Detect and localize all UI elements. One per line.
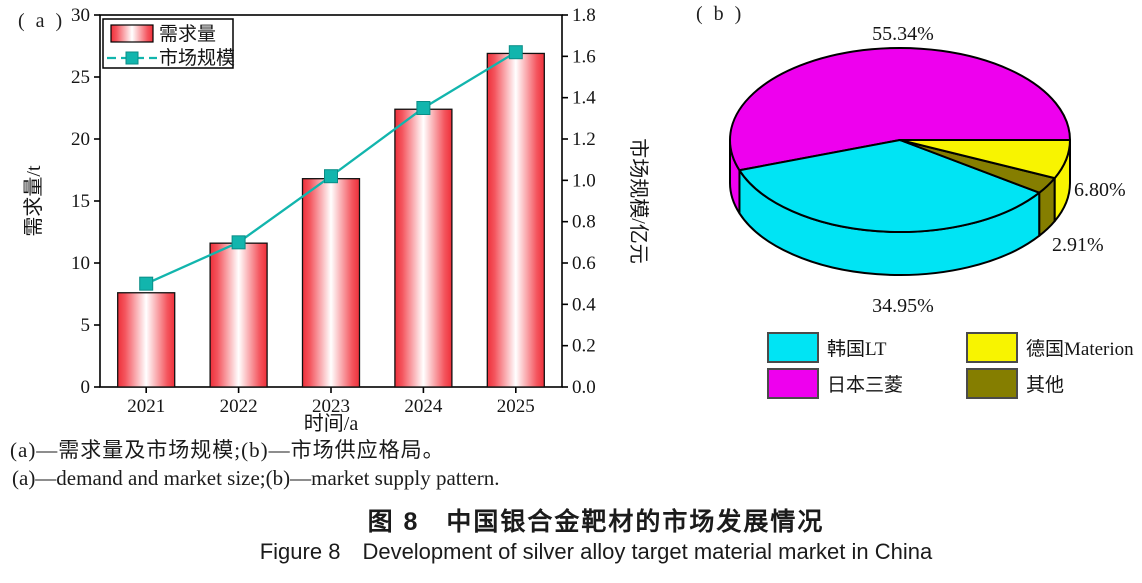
marker-2024 [416, 101, 431, 115]
x-axis-title: 时间/a [304, 412, 359, 435]
right-axis-tick-label: 0.2 [572, 336, 596, 357]
pie-slice-korea-lt [738, 139, 1041, 233]
left-axis-tick-label: 30 [71, 5, 90, 26]
market-supply-pie-chart: 55.34% 34.95% 2.91% 6.80% 韩国LT 日本三菱 德国Materion… [729, 23, 1134, 399]
marker-2023 [324, 169, 338, 184]
legend-marker-market-size [125, 51, 139, 65]
caption-subparts-en: (a)—demand and market size;(b)—market su… [12, 466, 500, 490]
right-axis-tick-label: 0.6 [572, 253, 596, 274]
right-axis-tick-label: 1.6 [572, 46, 596, 67]
right-axis-tick-label: 1.0 [572, 170, 596, 191]
pie-label-germany-materion: 6.80% [1074, 179, 1126, 201]
left-axis-tick-label: 15 [71, 191, 90, 212]
x-axis-tick-label: 2024 [404, 396, 443, 417]
pie-slice-germany-materion [899, 139, 1071, 180]
x-axis-tick-label: 2021 [127, 396, 165, 417]
panel-b-label: ( b ) [696, 3, 745, 25]
demand-market-size-chart: 0510152025300.00.20.40.60.81.01.21.41.61… [22, 5, 650, 435]
x-axis-tick-label: 2022 [220, 396, 258, 417]
bar-2024 [394, 108, 453, 388]
caption-subparts-zh: (a)—需求量及市场规模;(b)—市场供应格局。 [10, 438, 445, 462]
marker-2025 [508, 45, 523, 60]
legend-label-korea-lt: 韩国LT [827, 338, 887, 360]
right-axis-tick-label: 0.8 [572, 212, 596, 233]
marker-2021 [139, 276, 154, 291]
marker-2022 [231, 235, 246, 250]
left-axis-tick-label: 0 [81, 377, 91, 398]
figure-title-en: Figure 8 Development of silver alloy tar… [259, 539, 933, 564]
left-axis-title: 需求量/t [22, 165, 45, 237]
legend-swatch-others [966, 368, 1018, 399]
left-axis-tick-label: 10 [71, 253, 90, 274]
right-axis-title: 市场规模/亿元 [627, 138, 650, 264]
left-axis-tick-label: 25 [71, 67, 90, 88]
legend-swatch-japan-mitsubishi [767, 368, 819, 399]
bar-2022 [209, 242, 268, 388]
pie-label-japan-mitsubishi: 55.34% [872, 23, 934, 45]
right-axis-tick-label: 1.8 [572, 5, 596, 26]
legend-swatch-demand [110, 24, 154, 43]
right-axis-tick-label: 1.2 [572, 129, 596, 150]
legend-label-germany-materion: 德国Materion [1026, 338, 1134, 360]
right-axis-tick-label: 1.4 [572, 88, 596, 109]
bar-2025 [486, 52, 545, 388]
panel-a-label: ( a ) [18, 10, 66, 32]
x-axis-tick-label: 2023 [312, 396, 350, 417]
right-axis-tick-label: 0.4 [572, 294, 596, 315]
legend-label-others: 其他 [1026, 374, 1064, 396]
pie-label-others: 2.91% [1052, 234, 1104, 256]
left-axis-tick-label: 5 [81, 315, 91, 336]
legend-swatch-korea-lt [767, 332, 819, 363]
legend-label-market-size: 市场规模 [159, 47, 235, 69]
bar-2023 [301, 178, 361, 388]
legend-swatch-germany-materion [966, 332, 1018, 363]
x-axis-tick-label: 2025 [497, 396, 535, 417]
legend-label-japan-mitsubishi: 日本三菱 [827, 374, 903, 396]
legend-label-demand: 需求量 [159, 23, 216, 45]
figure-title-zh: 图 8 中国银合金靶材的市场发展情况 [367, 508, 825, 536]
bar-2021 [117, 292, 176, 388]
right-axis-tick-label: 0.0 [572, 377, 596, 398]
left-axis-tick-label: 20 [71, 129, 90, 150]
pie-label-korea-lt: 34.95% [872, 295, 934, 317]
